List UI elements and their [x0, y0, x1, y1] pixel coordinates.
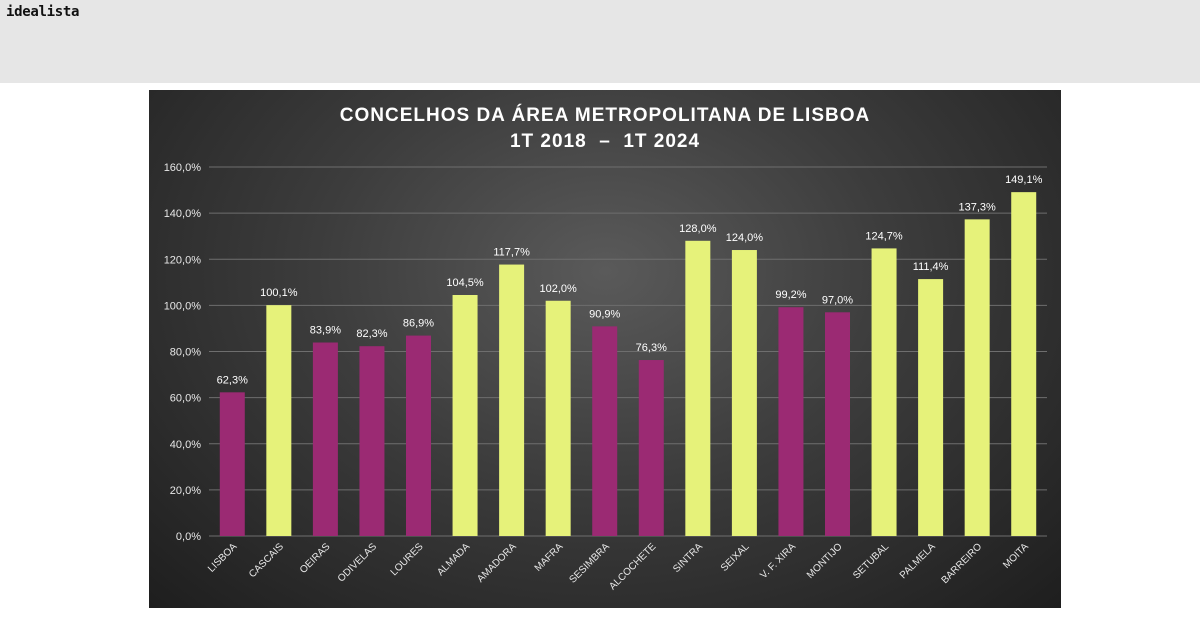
data-label: 117,7%: [493, 247, 530, 259]
data-label: 104,5%: [446, 277, 484, 289]
data-label: 124,0%: [726, 232, 764, 244]
y-tick-label: 140,0%: [164, 208, 202, 220]
bar[interactable]: [825, 312, 850, 536]
bar[interactable]: [778, 307, 804, 536]
bar[interactable]: [219, 392, 245, 536]
data-label: 97,0%: [822, 294, 853, 306]
bar[interactable]: [266, 305, 292, 536]
data-label: 102,0%: [540, 283, 578, 295]
data-label: 76,3%: [636, 342, 667, 354]
bar[interactable]: [1011, 192, 1037, 536]
data-label: 83,9%: [310, 325, 341, 337]
y-tick-label: 80,0%: [170, 347, 201, 359]
x-tick-label: MAFRA: [533, 541, 566, 574]
data-label: 128,0%: [679, 223, 717, 235]
y-tick-label: 40,0%: [170, 439, 201, 451]
x-tick-label: CASCAIS: [247, 541, 286, 580]
bar[interactable]: [964, 219, 990, 536]
y-tick-label: 20,0%: [170, 485, 201, 497]
x-tick-label: OEIRAS: [298, 541, 333, 576]
x-tick-label: PALMELA: [898, 541, 938, 581]
x-axis: LISBOA CASCAIS OEIRAS ODIVELAS LOURES ALMADA A…: [206, 541, 1031, 592]
data-label: 86,9%: [403, 318, 434, 330]
bar[interactable]: [638, 360, 664, 536]
y-axis: 0,0% 20,0% 40,0% 60,0% 80,0% 100,0% 120,0% 140,…: [164, 162, 202, 543]
bar[interactable]: [359, 346, 385, 536]
chart-panel: CONCELHOS DA ÁREA METROPOLITANA DE LISBO…: [149, 90, 1061, 608]
data-label: 149,1%: [1005, 174, 1043, 186]
data-label: 82,3%: [356, 328, 387, 340]
x-tick-label: ODIVELAS: [336, 541, 379, 584]
bar[interactable]: [918, 279, 944, 536]
x-tick-label: ALCOCHETE: [607, 541, 658, 592]
bar[interactable]: [592, 326, 618, 536]
y-tick-label: 120,0%: [164, 254, 202, 266]
data-labels: 62,3% 100,1% 83,9% 82,3% 86,9% 104,5% 117,7% 10…: [217, 174, 1043, 386]
bar[interactable]: [499, 264, 525, 536]
data-label: 99,2%: [775, 289, 806, 301]
x-tick-label: V. F. XIRA: [758, 541, 798, 581]
x-tick-label: SEIXAL: [719, 541, 752, 574]
chart-subtitle: 1T 2018 – 1T 2024: [510, 131, 700, 152]
bar[interactable]: [685, 240, 711, 537]
top-bar: idealista: [0, 0, 1200, 83]
data-label: 100,1%: [260, 287, 298, 299]
y-tick-label: 0,0%: [176, 531, 201, 543]
bar[interactable]: [545, 300, 571, 536]
data-label: 124,7%: [865, 230, 903, 242]
y-tick-label: 100,0%: [164, 300, 202, 312]
x-tick-label: LISBOA: [206, 541, 240, 575]
data-label: 137,3%: [959, 201, 997, 213]
data-label: 90,9%: [589, 308, 620, 320]
bar-chart: CONCELHOS DA ÁREA METROPOLITANA DE LISBO…: [164, 104, 1047, 592]
x-tick-label: SINTRA: [671, 541, 705, 575]
x-tick-label: SETUBAL: [851, 541, 891, 581]
x-tick-label: AMADORA: [475, 541, 519, 585]
bar[interactable]: [731, 250, 757, 536]
x-tick-label: BARREIRO: [940, 541, 985, 586]
chart-title: CONCELHOS DA ÁREA METROPOLITANA DE LISBO…: [340, 104, 870, 126]
x-tick-label: MONTIJO: [805, 541, 845, 581]
bar[interactable]: [312, 342, 338, 536]
bar[interactable]: [452, 294, 478, 536]
bars: [219, 192, 1037, 537]
grid-lines: [209, 166, 1047, 537]
y-tick-label: 60,0%: [170, 393, 201, 405]
data-label: 62,3%: [217, 374, 248, 386]
bar[interactable]: [406, 335, 431, 536]
x-tick-label: MOITA: [1001, 541, 1031, 571]
data-label: 111,4%: [913, 261, 949, 273]
x-tick-label: LOURES: [389, 541, 426, 578]
bar[interactable]: [871, 248, 897, 536]
x-tick-label: SESIMBRA: [568, 541, 613, 586]
brand-logo[interactable]: idealista: [6, 4, 80, 20]
x-tick-label: ALMADA: [435, 541, 472, 578]
y-tick-label: 160,0%: [164, 162, 202, 174]
